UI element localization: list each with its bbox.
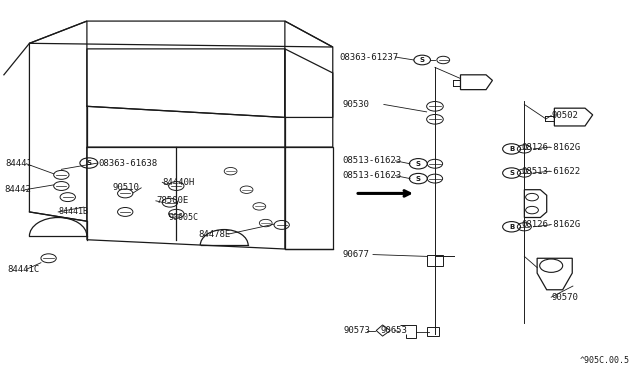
Text: 08363-61237: 08363-61237 [339, 52, 398, 61]
Text: 90573: 90573 [344, 326, 371, 335]
Text: 90530: 90530 [342, 100, 369, 109]
Text: S: S [416, 161, 421, 167]
Text: 08126-8162G: 08126-8162G [521, 142, 580, 151]
Text: 90502: 90502 [551, 111, 578, 120]
Text: 78500E: 78500E [156, 196, 188, 205]
Text: 08513-61622: 08513-61622 [521, 167, 580, 176]
Bar [428, 327, 439, 336]
Text: B: B [509, 146, 514, 152]
Text: 84441B: 84441B [58, 208, 88, 217]
Text: 90677: 90677 [342, 250, 369, 259]
Text: S: S [416, 176, 421, 182]
Text: 90653: 90653 [381, 326, 408, 335]
Text: 08513-61623: 08513-61623 [342, 171, 401, 180]
Text: 84442: 84442 [4, 185, 31, 194]
Text: 08513-61623: 08513-61623 [342, 156, 401, 165]
Text: 84440H: 84440H [163, 178, 195, 187]
Text: 90510: 90510 [113, 183, 140, 192]
Text: 84441C: 84441C [7, 265, 39, 274]
Text: S: S [509, 170, 514, 176]
Text: 08126-8162G: 08126-8162G [521, 221, 580, 230]
Text: 08363-61638: 08363-61638 [99, 158, 157, 167]
Text: B: B [509, 224, 514, 230]
Text: S: S [420, 57, 425, 63]
Text: ^905C.00.5: ^905C.00.5 [580, 356, 630, 365]
Text: 84478E: 84478E [198, 230, 231, 239]
Text: S: S [86, 160, 92, 166]
Text: 90605C: 90605C [169, 213, 198, 222]
Bar [428, 254, 444, 266]
Text: 84441: 84441 [6, 159, 33, 168]
Text: 90570: 90570 [551, 293, 578, 302]
